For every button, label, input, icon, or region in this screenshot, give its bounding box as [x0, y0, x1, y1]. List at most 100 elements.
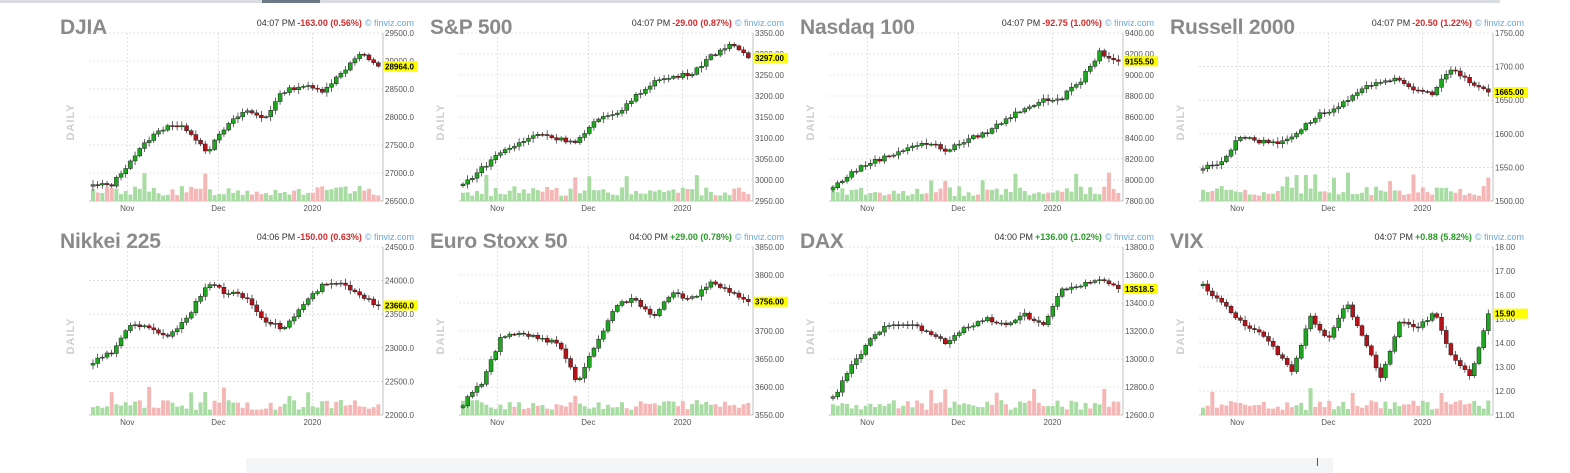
candle-body [891, 154, 897, 157]
candle-body [844, 176, 850, 182]
candle-body [526, 138, 531, 142]
candle-body [1219, 297, 1224, 303]
candle-body [1116, 284, 1121, 290]
chart-title[interactable]: DAX [800, 230, 844, 253]
volume-bar [324, 400, 329, 415]
volume-bar [1055, 190, 1060, 201]
volume-bar [531, 403, 536, 415]
chart-title[interactable]: DJIA [60, 16, 108, 39]
price-change: -20.50 (1.22%) [1412, 18, 1472, 28]
candle-body [231, 118, 236, 124]
volume-bar [175, 406, 180, 415]
candle-body [493, 351, 498, 360]
volume-bar [114, 404, 119, 415]
candle-body [221, 287, 227, 294]
candle-body [142, 325, 147, 328]
daily-label: DAILY [1175, 318, 1187, 355]
candle-body [703, 59, 709, 67]
volume-bar [1036, 192, 1041, 201]
chart-panel-vix[interactable]: VIX 04:07 PM +0.88 (5.82%) © finviz.com 18… [1166, 228, 1528, 428]
candle-body [1252, 328, 1257, 330]
finviz-brand[interactable]: © finviz.com [1104, 232, 1154, 242]
volume-bar [620, 187, 625, 201]
price-change: -150.00 (0.63%) [297, 232, 362, 242]
quote-time: 04:06 PM [256, 232, 296, 242]
price-change: +29.00 (0.78%) [670, 232, 732, 242]
volume-bar [376, 195, 381, 201]
volume-bar [184, 192, 189, 201]
y-tick-label: 17.00 [1495, 267, 1516, 276]
candle-body [694, 67, 700, 75]
chart-title[interactable]: VIX [1170, 230, 1204, 253]
chart-panel-djia[interactable]: DJIA 04:07 PM -163.00 (0.56%) © finviz.com… [56, 14, 418, 214]
volume-bar [334, 187, 339, 201]
candle-body [989, 317, 995, 323]
volume-bar [652, 403, 657, 415]
candle-body [1050, 100, 1056, 102]
chart-panel-sp500[interactable]: S&P 500 04:07 PM -29.00 (0.87%) © finviz.c… [426, 14, 788, 214]
candle-body [338, 282, 344, 285]
volume-bar [563, 406, 568, 415]
candle-body [366, 54, 372, 60]
finviz-brand[interactable]: © finviz.com [364, 18, 414, 28]
candle-body [1078, 81, 1084, 85]
chart-panel-nasdaq100[interactable]: Nasdaq 100 04:07 PM -92.75 (1.00%) © finvi… [796, 14, 1158, 214]
volume-bar [535, 405, 540, 415]
candle-body [1083, 282, 1088, 287]
chart-panel-dax[interactable]: DAX 04:00 PM +136.00 (1.02%) © finviz.com … [796, 228, 1158, 428]
chart-header: 04:07 PM -20.50 (1.22%) © finviz.com [1372, 18, 1524, 28]
candle-body [1073, 84, 1079, 88]
candle-body [947, 149, 953, 152]
finviz-brand[interactable]: © finviz.com [364, 232, 414, 242]
candle-body [343, 69, 348, 74]
candle-body [1476, 85, 1482, 88]
chart-panel-russell2000[interactable]: Russell 2000 04:07 PM -20.50 (1.22%) © fin… [1166, 14, 1528, 214]
finviz-brand[interactable]: © finviz.com [734, 232, 784, 242]
volume-bar [615, 195, 620, 201]
volume-bar [123, 402, 128, 415]
candle-body [549, 135, 555, 138]
volume-bar [1336, 406, 1341, 415]
volume-bar [854, 189, 859, 201]
candle-body [985, 132, 990, 135]
last-price-label: 3756.00 [755, 298, 784, 307]
candle-body [886, 155, 892, 158]
finviz-brand[interactable]: © finviz.com [1104, 18, 1154, 28]
volume-bar [1022, 190, 1027, 201]
candle-body [100, 183, 105, 186]
candle-body [863, 345, 868, 355]
candle-body [1045, 98, 1051, 101]
volume-bar [722, 192, 727, 201]
volume-bar [638, 401, 643, 415]
volume-bar [1275, 190, 1280, 201]
volume-bar [1243, 189, 1248, 201]
volume-bar [366, 408, 371, 415]
chart-panel-nikkei225[interactable]: Nikkei 225 04:06 PM -150.00 (0.63%) © finv… [56, 228, 418, 428]
volume-bar [877, 404, 882, 415]
volume-bar [966, 192, 971, 201]
candle-body [1031, 105, 1037, 108]
finviz-brand[interactable]: © finviz.com [734, 18, 784, 28]
volume-bar [1252, 194, 1257, 201]
candle-body [1298, 129, 1304, 134]
volume-bar [1374, 402, 1379, 415]
candle-body [460, 405, 466, 408]
volume-bar [465, 192, 470, 201]
finviz-brand[interactable]: © finviz.com [1474, 232, 1524, 242]
candle-body [924, 330, 929, 332]
candle-body [319, 283, 325, 292]
finviz-brand[interactable]: © finviz.com [1474, 18, 1524, 28]
candle-body [282, 326, 288, 330]
volume-bar [859, 409, 864, 415]
candle-body [1406, 83, 1412, 88]
volume-bar [1116, 192, 1121, 201]
chart-title[interactable]: Nikkei 225 [60, 230, 161, 253]
volume-bar [151, 187, 156, 201]
volume-bar [123, 191, 128, 201]
chart-header: 04:07 PM -92.75 (1.00%) © finviz.com [1002, 18, 1154, 28]
daily-label: DAILY [1175, 104, 1187, 141]
chart-panel-eurostoxx50[interactable]: Euro Stoxx 50 04:00 PM +29.00 (0.78%) © fi… [426, 228, 788, 428]
candle-body [868, 338, 873, 346]
volume-bar [1257, 404, 1262, 415]
candle-body [1017, 111, 1023, 114]
